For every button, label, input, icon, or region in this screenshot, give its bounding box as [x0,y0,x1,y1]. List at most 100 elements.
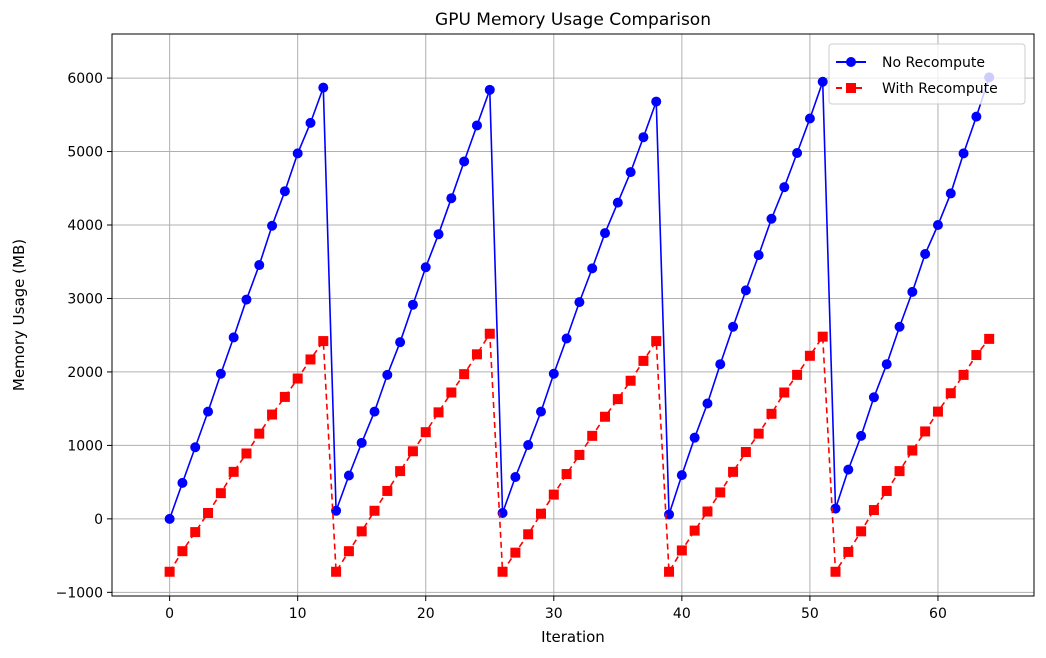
data-point-with-recompute [920,426,931,437]
data-point-with-recompute [753,428,764,439]
data-point-no-recompute [203,406,214,417]
data-point-no-recompute [728,321,739,332]
data-point-no-recompute [548,368,559,379]
y-tick-label: 5000 [67,145,103,161]
legend-box [828,43,1026,105]
data-point-no-recompute [894,321,905,332]
data-point-with-recompute [382,485,393,496]
data-point-with-recompute [228,466,239,477]
data-point-with-recompute [971,350,982,361]
data-point-no-recompute [471,120,482,131]
data-point-no-recompute [907,286,918,297]
data-point-with-recompute [535,508,546,519]
plot-area [112,34,1034,596]
data-point-no-recompute [215,368,226,379]
data-point-with-recompute [241,448,252,459]
data-point-with-recompute [702,506,713,517]
data-point-with-recompute [907,445,918,456]
data-point-with-recompute [779,387,790,398]
data-point-with-recompute [561,469,572,480]
data-point-with-recompute [625,375,636,386]
data-point-no-recompute [241,294,252,305]
data-point-no-recompute [766,213,777,224]
data-point-with-recompute [715,487,726,498]
data-point-with-recompute [254,428,265,439]
data-point-no-recompute [292,148,303,159]
data-point-no-recompute [535,406,546,417]
data-point-with-recompute [881,485,892,496]
x-tick-label: 40 [673,606,691,622]
data-point-no-recompute [574,297,585,308]
data-point-no-recompute [971,111,982,122]
data-point-with-recompute [267,409,278,420]
data-point-no-recompute [804,113,815,124]
data-point-with-recompute [740,447,751,458]
chart-title: GPU Memory Usage Comparison [435,10,711,30]
data-point-no-recompute [868,392,879,403]
data-point-with-recompute [471,349,482,360]
data-point-with-recompute [894,466,905,477]
data-point-no-recompute [843,464,854,475]
data-point-no-recompute [676,470,687,481]
data-point-no-recompute [932,220,943,231]
data-point-with-recompute [190,527,201,538]
data-point-with-recompute [369,505,380,516]
data-point-with-recompute [574,449,585,460]
data-point-with-recompute [587,430,598,441]
data-point-no-recompute [638,132,649,143]
data-point-with-recompute [548,489,559,500]
data-point-no-recompute [382,369,393,380]
data-point-no-recompute [459,156,470,167]
data-point-with-recompute [868,505,879,516]
data-point-no-recompute [228,332,239,343]
data-point-no-recompute [420,262,431,273]
y-tick-label: 0 [94,512,103,528]
data-point-no-recompute [561,333,572,344]
data-point-no-recompute [881,359,892,370]
data-point-no-recompute [920,249,931,260]
data-point-no-recompute [331,505,342,516]
data-point-with-recompute [446,387,457,398]
y-tick-label: −1000 [56,585,103,601]
data-point-no-recompute [612,197,623,208]
data-point-no-recompute [779,182,790,193]
data-point-with-recompute [600,411,611,422]
data-point-no-recompute [177,477,188,488]
data-point-with-recompute [395,466,406,477]
data-point-no-recompute [446,193,457,204]
data-point-with-recompute [279,391,290,402]
y-tick-label: 4000 [67,218,103,234]
data-point-with-recompute [676,545,687,556]
y-tick-label: 1000 [67,438,103,454]
data-point-no-recompute [740,285,751,296]
legend: No Recompute With Recompute [828,43,1026,105]
data-point-with-recompute [638,355,649,366]
data-point-with-recompute [177,546,188,557]
data-point-with-recompute [523,529,534,540]
data-point-with-recompute [356,526,367,537]
data-point-no-recompute [318,82,329,93]
data-point-with-recompute [203,507,214,518]
data-point-no-recompute [587,263,598,274]
data-point-with-recompute [804,350,815,361]
legend-label-no-recompute: No Recompute [882,55,985,71]
data-point-no-recompute [830,503,841,514]
y-tick-label: 3000 [67,291,103,307]
data-point-with-recompute [932,406,943,417]
x-tick-label: 20 [417,606,435,622]
data-point-with-recompute [766,408,777,419]
data-point-no-recompute [433,229,444,240]
data-point-no-recompute [356,437,367,448]
data-point-no-recompute [945,188,956,199]
data-point-no-recompute [600,228,611,239]
legend-label-with-recompute: With Recompute [882,81,998,97]
data-point-no-recompute [267,220,278,231]
data-point-with-recompute [318,336,329,347]
data-point-no-recompute [369,406,380,417]
data-point-no-recompute [651,96,662,107]
data-point-no-recompute [254,260,265,271]
data-point-with-recompute [612,394,623,405]
data-point-with-recompute [843,546,854,557]
data-point-with-recompute [664,566,675,577]
